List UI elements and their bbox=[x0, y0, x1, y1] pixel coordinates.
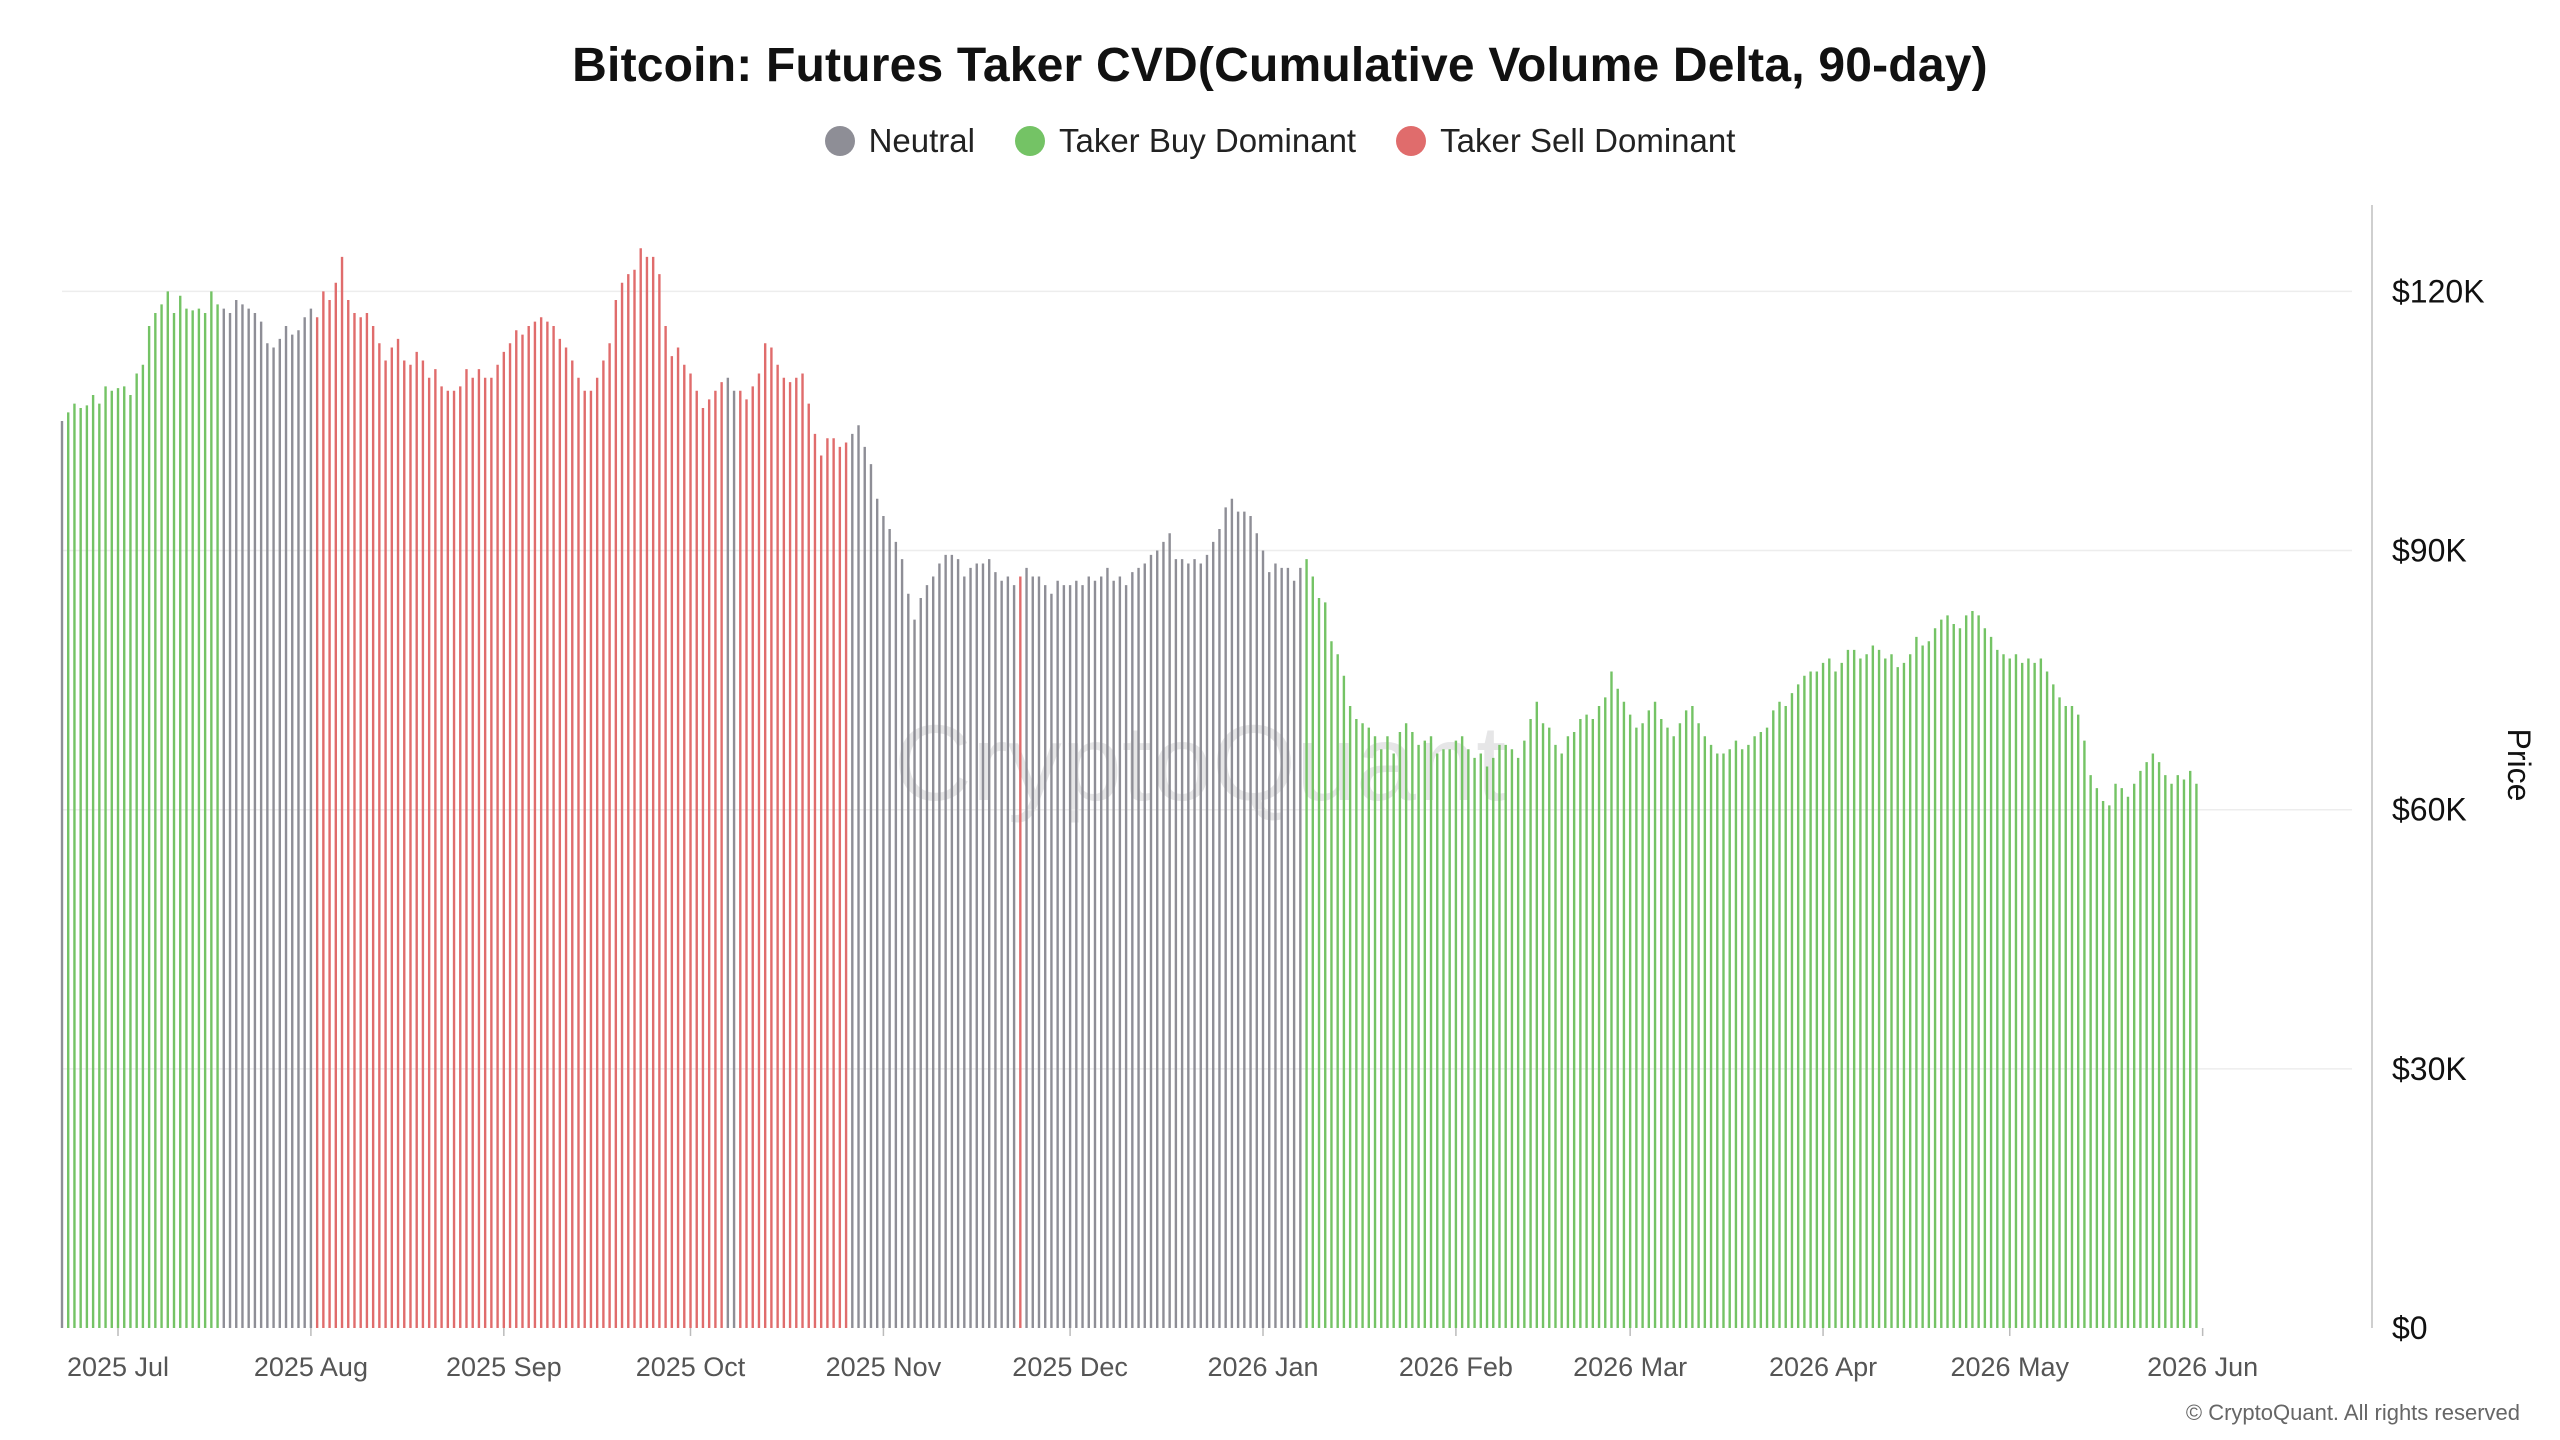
legend-swatch-taker-sell bbox=[1396, 126, 1427, 156]
x-tick-label: 2025 Dec bbox=[1012, 1352, 1128, 1382]
chart-legend: Neutral Taker Buy Dominant Taker Sell Do… bbox=[0, 122, 2560, 160]
x-tick-label: 2026 Feb bbox=[1399, 1352, 1513, 1382]
legend-item-taker-buy[interactable]: Taker Buy Dominant bbox=[1014, 122, 1357, 160]
x-tick-label: 2026 Jun bbox=[2147, 1352, 2258, 1382]
y-axis-label: Price bbox=[2501, 729, 2537, 802]
bars-group bbox=[60, 248, 2198, 1328]
y-tick-label: $60K bbox=[2392, 792, 2467, 828]
x-tick-label: 2025 Nov bbox=[826, 1352, 942, 1382]
legend-label-taker-buy: Taker Buy Dominant bbox=[1058, 122, 1357, 159]
x-tick-label: 2025 Oct bbox=[636, 1352, 746, 1382]
legend-swatch-taker-buy bbox=[1014, 126, 1045, 156]
legend-label-taker-sell: Taker Sell Dominant bbox=[1440, 122, 1736, 159]
x-axis-ticks: 2025 Jul 2025 Aug 2025 Sep 2025 Oct 2025 Nov… bbox=[67, 1328, 2258, 1382]
x-tick-label: 2026 Apr bbox=[1769, 1352, 1877, 1382]
x-tick-label: 2025 Sep bbox=[446, 1352, 562, 1382]
x-tick-label: 2025 Jul bbox=[67, 1352, 169, 1382]
legend-item-neutral[interactable]: Neutral bbox=[824, 122, 975, 160]
y-tick-label: $30K bbox=[2392, 1051, 2467, 1087]
y-tick-label: $90K bbox=[2392, 533, 2467, 569]
y-axis-ticks: $0 $30K $60K $90K $120K bbox=[2392, 273, 2485, 1346]
legend-swatch-neutral bbox=[824, 126, 855, 156]
copyright-notice: © CryptoQuant. All rights reserved bbox=[2185, 1400, 2520, 1425]
chart-title: Bitcoin: Futures Taker CVD(Cumulative Vo… bbox=[572, 39, 1988, 92]
x-tick-label: 2026 Mar bbox=[1573, 1352, 1687, 1382]
legend-item-taker-sell[interactable]: Taker Sell Dominant bbox=[1396, 122, 1735, 160]
y-tick-label: $0 bbox=[2392, 1310, 2428, 1346]
x-tick-label: 2026 May bbox=[1950, 1352, 2069, 1382]
legend-label-neutral: Neutral bbox=[868, 122, 975, 159]
x-tick-label: 2026 Jan bbox=[1207, 1352, 1318, 1382]
x-tick-label: 2025 Aug bbox=[254, 1352, 368, 1382]
y-tick-label: $120K bbox=[2392, 273, 2485, 309]
